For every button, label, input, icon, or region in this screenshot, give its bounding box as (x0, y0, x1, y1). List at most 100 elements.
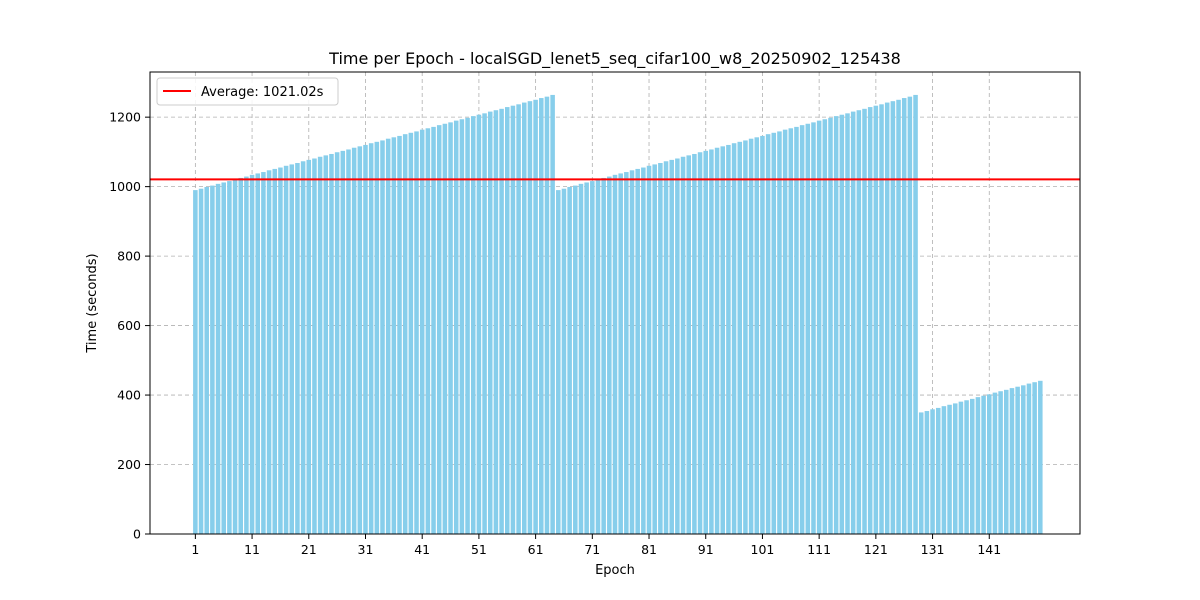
bar (731, 143, 737, 535)
bar (573, 185, 578, 534)
x-axis-ticks: 1 11 21 31 41 51 61 71 81 91 101 111 121 131 141 (191, 534, 1001, 557)
bar (896, 99, 901, 534)
bar (794, 126, 799, 534)
bar (1032, 382, 1037, 534)
bar (833, 116, 839, 535)
bar (924, 411, 930, 534)
x-tick-label: 11 (244, 542, 260, 557)
bar (771, 132, 777, 534)
bar (323, 155, 329, 535)
bar (720, 146, 726, 534)
bar (987, 394, 992, 534)
bar (221, 182, 226, 534)
bar (295, 163, 300, 534)
x-tick-label: 31 (358, 542, 374, 557)
bar (453, 120, 459, 534)
bar (539, 98, 544, 534)
bar (862, 108, 867, 535)
bar (312, 158, 317, 534)
bar (533, 99, 538, 534)
bar (431, 126, 436, 534)
bar (374, 141, 380, 535)
bar (867, 107, 873, 534)
bar (278, 167, 283, 535)
bar (624, 172, 629, 534)
bar (510, 105, 516, 535)
x-tick-label: 61 (528, 542, 544, 557)
bar (204, 186, 209, 534)
bar (947, 404, 952, 534)
bar (907, 96, 913, 535)
x-tick-label: 81 (641, 542, 657, 557)
bar (300, 161, 306, 534)
bar (255, 173, 261, 534)
bar (578, 183, 584, 534)
bar (329, 153, 334, 534)
y-tick-label: 200 (117, 457, 141, 472)
bars (193, 94, 1043, 535)
bar (822, 119, 828, 535)
bar (363, 144, 368, 534)
bar (850, 111, 856, 534)
legend: Average: 1021.02s (156, 77, 339, 106)
bar (357, 146, 363, 534)
y-axis-label: Time (seconds) (85, 253, 100, 353)
bar (714, 147, 720, 534)
bar (1009, 388, 1015, 534)
bar (380, 140, 385, 534)
bar (198, 188, 204, 534)
bar (414, 131, 419, 534)
bar (941, 406, 947, 534)
bar (419, 129, 425, 535)
bar (1038, 380, 1043, 534)
bar (504, 107, 510, 534)
bar (969, 398, 975, 534)
bar (992, 392, 998, 534)
bar (935, 407, 941, 534)
x-tick-label: 131 (921, 542, 945, 557)
bar (550, 94, 555, 534)
x-tick-label: 71 (584, 542, 600, 557)
bar (527, 101, 533, 534)
bar (760, 135, 765, 535)
bar (839, 114, 845, 534)
y-axis-ticks: 0 200 400 600 800 1000 1200 (109, 110, 150, 542)
bar (482, 113, 487, 534)
bar (470, 116, 476, 535)
bar (646, 165, 652, 534)
bar (590, 181, 595, 535)
bar (726, 144, 731, 534)
bar (232, 179, 238, 534)
bar (743, 140, 748, 534)
bar (782, 129, 788, 535)
bar (799, 125, 805, 534)
bar (391, 137, 397, 534)
legend-average-label: Average: 1021.02s (201, 85, 324, 100)
plot-frame (149, 71, 1081, 535)
y-tick-label: 800 (117, 249, 141, 264)
bar (193, 190, 198, 534)
bar (244, 176, 249, 534)
bar (436, 125, 442, 534)
bar (289, 164, 295, 534)
bar (266, 170, 272, 534)
bar (522, 102, 527, 534)
bar (516, 104, 521, 534)
bar (340, 150, 346, 534)
y-tick-label: 1000 (109, 179, 141, 194)
bar (607, 176, 612, 534)
bar (663, 161, 669, 534)
bar (567, 186, 572, 534)
bar (884, 102, 890, 534)
bar (964, 400, 969, 534)
chart-title: Time per Epoch - localSGD_lenet5_seq_cif… (328, 49, 901, 69)
bar (1021, 385, 1026, 534)
bar (334, 152, 340, 534)
bar (448, 122, 453, 535)
x-axis-label: Epoch (595, 563, 635, 578)
bar (856, 110, 862, 535)
bar (249, 174, 255, 535)
bar (261, 172, 266, 534)
bar (612, 174, 618, 535)
